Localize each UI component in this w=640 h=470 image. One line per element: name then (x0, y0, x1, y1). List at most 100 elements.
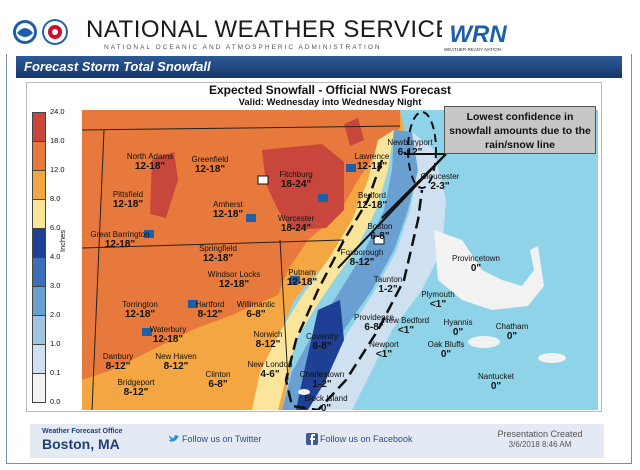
twitter-icon[interactable] (168, 433, 180, 445)
map-location-label: Windsor Locks 12-18" (208, 270, 260, 290)
location-amount: 0" (470, 263, 482, 274)
location-amount: 4-6" (260, 369, 280, 380)
legend-label: 6.0 (50, 223, 61, 232)
location-amount: 12-18" (194, 164, 226, 175)
location-name: Newburyport (387, 138, 433, 147)
location-amount: 12-18" (124, 309, 156, 320)
footer: Weather Forecast Office Boston, MA Follo… (30, 424, 604, 458)
map-location-label: New Bedford <1" (383, 316, 429, 336)
map-location-label: Boston 6-8" (368, 222, 393, 242)
location-name: Putnam (288, 268, 316, 277)
created-label: Presentation Created (497, 429, 583, 439)
location-amount: 6-8" (312, 341, 332, 352)
location-name: Norwich (253, 330, 283, 339)
band-8-12 (252, 130, 394, 410)
legend-label: 18.0 (50, 136, 65, 145)
low-confidence-outline-north (407, 111, 437, 189)
map-location-label: Newburyport 6-12" (387, 138, 432, 158)
legend-label: 2.0 (50, 310, 61, 319)
location-amount: 6-8" (364, 322, 384, 333)
legend-swatch (32, 170, 46, 200)
location-name: Lawrence (354, 152, 390, 161)
map-location-label: Great Barrington 12-18" (90, 230, 149, 250)
low-confidence-outline-south (284, 159, 424, 410)
callout-arrow-3 (337, 153, 447, 269)
location-amount: 1-2" (378, 284, 398, 295)
location-amount: <1" (429, 299, 447, 310)
map-location-label: Chatham 0" (496, 322, 528, 342)
location-amount: 1-2" (312, 379, 332, 390)
location-name: Torrington (122, 300, 158, 309)
location-name: Newport (369, 340, 399, 349)
location-amount: 0" (506, 331, 518, 342)
map-location-label: Lawrence 12-18" (355, 152, 390, 172)
map-location-label: New London 4-6" (248, 360, 293, 380)
location-amount: 12-18" (218, 279, 250, 290)
location-name: Hartford (195, 300, 225, 309)
region-berkshires (150, 152, 178, 218)
map-location-label: Greenfield 12-18" (192, 155, 229, 175)
nantucket-island (538, 353, 566, 363)
location-name: Oak Bluffs (427, 340, 465, 349)
legend-swatch (32, 286, 46, 316)
map-location-label: Putnam 12-18" (287, 268, 317, 288)
legend-swatch (32, 228, 46, 258)
interstate-shields-icon (142, 164, 385, 336)
location-amount: <1" (397, 325, 415, 336)
location-amount: 6-8" (208, 379, 228, 390)
location-amount: 0" (490, 381, 502, 392)
location-name: Charlestown (299, 370, 345, 379)
map-location-label: Waterbury 12-18" (150, 325, 187, 345)
region-north-east (344, 118, 364, 146)
legend-label: 4.0 (50, 252, 61, 261)
legend-swatch (32, 344, 46, 374)
location-amount: 12-18" (356, 161, 388, 172)
map-location-label: Newport <1" (369, 340, 399, 360)
map-location-label: Oak Bluffs 0" (428, 340, 465, 360)
facebook-link[interactable]: Follow us on Facebook (320, 434, 413, 444)
noaa-logo-icon (13, 20, 37, 44)
legend-unit: Inches (58, 229, 67, 252)
location-name: Clinton (205, 370, 231, 379)
map-location-label: North Adams 12-18" (127, 152, 173, 172)
snowfall-map (82, 110, 598, 410)
legend-label: 12.0 (50, 165, 65, 174)
wrn-logo-icon: WRN (442, 18, 514, 48)
office-city: Boston, MA (42, 436, 120, 452)
office-label: Weather Forecast Office (42, 428, 123, 435)
map-location-label: Fitchburg 18-24" (279, 170, 312, 190)
location-amount: 6-8" (370, 231, 390, 242)
ct-ri-border (279, 239, 289, 381)
location-name: Fitchburg (279, 170, 313, 179)
legend-label: 0.1 (50, 368, 61, 377)
location-amount: 8-12" (123, 387, 149, 398)
location-name: Provincetown (451, 254, 501, 263)
region-fitchburg-worcester (262, 144, 344, 230)
facebook-icon[interactable] (306, 433, 318, 445)
location-amount: 12-18" (112, 199, 144, 210)
ny-border (91, 129, 105, 410)
location-name: Worcester (277, 214, 315, 223)
wrn-subtitle: WEATHER-READY NATION (444, 47, 502, 52)
location-name: Providence (353, 313, 395, 322)
legend-label: 8.0 (50, 194, 61, 203)
map-location-label: Springfield 12-18" (199, 244, 237, 264)
banner: Forecast Storm Total Snowfall (16, 56, 622, 78)
map-location-label: Norwich 8-12" (254, 330, 283, 350)
map-location-label: Plymouth <1" (421, 290, 454, 310)
ma-nh-border (82, 125, 401, 131)
location-amount: 6-12" (397, 147, 423, 158)
location-name: Bedford (357, 191, 387, 200)
location-name: Willimantic (236, 300, 276, 309)
legend-label: 1.0 (50, 339, 61, 348)
location-name: Taunton (373, 275, 403, 284)
location-amount: 12-18" (212, 209, 244, 220)
legend-label: 0.0 (50, 397, 61, 406)
wrn-text: WRN (449, 21, 507, 48)
map-location-label: Clinton 6-8" (206, 370, 231, 390)
map-location-label: Hartford 8-12" (196, 300, 225, 320)
legend-swatch (32, 199, 46, 229)
location-name: North Adams (126, 152, 174, 161)
map-location-label: Bedford 12-18" (357, 191, 387, 211)
twitter-link[interactable]: Follow us on Twitter (182, 434, 262, 444)
